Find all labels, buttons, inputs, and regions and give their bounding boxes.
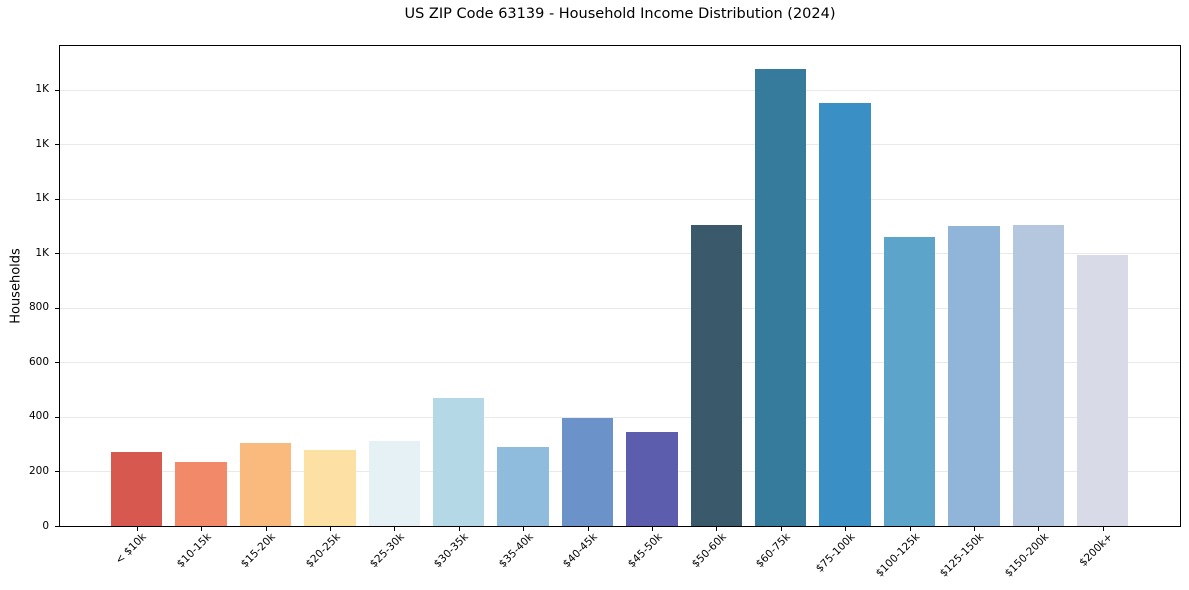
x-tick-mark xyxy=(716,527,718,531)
x-tick-label: $100-125k xyxy=(873,531,923,580)
x-tick-label: $45-50k xyxy=(625,531,665,571)
bar-$35-40k xyxy=(497,446,549,526)
x-tick-mark xyxy=(1038,527,1040,531)
bar-$50-60k xyxy=(690,224,743,526)
x-tick-mark xyxy=(265,527,267,531)
x-tick-mark xyxy=(201,527,203,531)
x-tick-label: $125-150k xyxy=(937,531,987,580)
y-tick-mark xyxy=(55,198,59,200)
gridline xyxy=(60,198,1180,200)
x-tick-mark xyxy=(587,527,589,531)
y-tick-mark xyxy=(55,416,59,418)
gridline xyxy=(60,307,1180,309)
x-tick-mark xyxy=(523,527,525,531)
x-tick-mark xyxy=(845,527,847,531)
x-tick-label: $60-75k xyxy=(754,531,794,571)
x-tick-label: $30-35k xyxy=(432,531,472,571)
x-tick-label: $25-30k xyxy=(367,531,407,571)
bar-$10-15k xyxy=(175,461,227,526)
bar-$40-45k xyxy=(561,418,614,526)
x-tick-mark xyxy=(394,527,396,531)
plot-area xyxy=(59,45,1181,527)
x-tick-label: $40-45k xyxy=(560,531,601,571)
y-tick-mark xyxy=(55,307,59,309)
gridline xyxy=(60,416,1180,418)
bar-$15-20k xyxy=(239,442,292,526)
gridline xyxy=(60,471,1180,473)
y-tick-label: 800 xyxy=(28,301,49,314)
y-tick-label: 200 xyxy=(28,464,49,477)
bar-$75-100k xyxy=(819,103,871,526)
x-tick-mark xyxy=(973,527,975,531)
x-tick-label: $75-100k xyxy=(813,531,858,575)
bar-$25-30k xyxy=(368,441,421,526)
bar-$45-50k xyxy=(626,431,678,526)
x-tick-label: $15-20k xyxy=(238,531,279,571)
y-tick-label: 600 xyxy=(28,355,49,368)
bar-< $10k xyxy=(110,452,163,526)
bar-$125-150k xyxy=(948,226,1000,526)
y-tick-label: 400 xyxy=(28,410,49,423)
bar-$30-35k xyxy=(432,397,485,526)
x-tick-label: $10-15k xyxy=(174,531,214,571)
x-tick-label: < $10k xyxy=(113,531,150,567)
gridline xyxy=(60,144,1180,146)
bar-$150-200k xyxy=(1012,224,1065,526)
chart-title: US ZIP Code 63139 - Household Income Dis… xyxy=(404,6,836,22)
x-tick-label: $35-40k xyxy=(496,531,536,571)
bar-$200k+ xyxy=(1076,254,1129,526)
x-tick-mark xyxy=(136,527,138,531)
y-tick-label: 1K xyxy=(35,137,49,150)
x-tick-mark xyxy=(909,527,911,531)
y-tick-mark xyxy=(55,253,59,255)
x-tick-label: $150-200k xyxy=(1002,531,1051,580)
x-tick-mark xyxy=(780,527,782,531)
x-tick-mark xyxy=(1102,527,1104,531)
y-tick-label: 1K xyxy=(35,192,49,205)
gridline xyxy=(60,362,1180,364)
bar-$100-125k xyxy=(883,236,936,526)
y-tick-mark xyxy=(55,362,59,364)
x-tick-label: $50-60k xyxy=(689,531,729,571)
gridline xyxy=(60,253,1180,255)
gridline xyxy=(60,89,1180,91)
x-tick-label: $200k+ xyxy=(1077,531,1116,569)
y-tick-mark xyxy=(55,471,59,473)
y-tick-label: 1K xyxy=(35,83,49,96)
y-axis-label: Households xyxy=(8,248,24,324)
y-tick-label: 0 xyxy=(42,519,49,532)
y-tick-mark xyxy=(55,526,59,527)
x-tick-mark xyxy=(458,527,460,531)
x-tick-mark xyxy=(651,527,653,531)
bar-$20-25k xyxy=(304,449,356,526)
y-tick-mark xyxy=(55,89,59,91)
x-tick-label: $20-25k xyxy=(303,531,343,571)
y-tick-mark xyxy=(55,144,59,146)
x-tick-mark xyxy=(329,527,331,531)
bar-$60-75k xyxy=(754,69,807,526)
y-tick-label: 1K xyxy=(35,246,49,259)
